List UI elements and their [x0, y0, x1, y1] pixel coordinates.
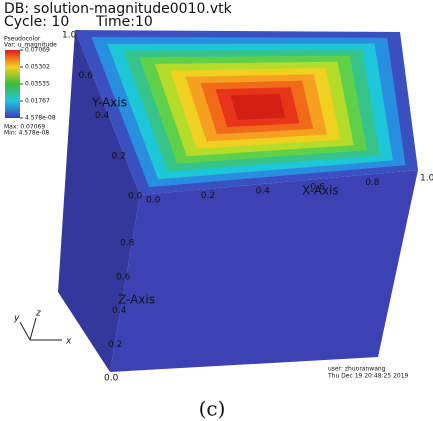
z-tick-label: 0.8	[120, 239, 135, 249]
z-tick-label: 0.6	[116, 272, 131, 282]
user-label: user: zhuoranwang	[328, 366, 386, 373]
top-face	[75, 30, 418, 195]
z-axis-title: Z-Axis	[118, 293, 155, 307]
legend-label: 0.07069	[25, 47, 50, 54]
x-axis-title: X-Axis	[302, 184, 339, 198]
x-tick-label: 0.6	[310, 182, 325, 192]
triad	[19, 317, 62, 341]
contour-band	[230, 93, 286, 120]
y-tick-label: 0.0	[128, 192, 143, 202]
x-tick-label: 0.0	[146, 196, 161, 206]
x-tick-label: 0.4	[256, 187, 271, 197]
left-face	[58, 30, 140, 372]
triad-y: y	[13, 314, 20, 324]
legend-title: Pseudocolor	[4, 36, 41, 43]
triad-z: z	[35, 309, 41, 319]
x-tick-label: 1.0	[420, 174, 433, 184]
time-label: Time:10	[95, 14, 153, 30]
cube	[58, 30, 418, 372]
triad-x: x	[65, 337, 72, 347]
y-axis-title: Y-Axis	[91, 96, 127, 110]
legend-label: 4.578e-08	[25, 115, 56, 122]
legend-label: 0.05302	[25, 64, 50, 71]
z-tick-label: 0.4	[112, 306, 127, 316]
z-tick-label: 0.2	[108, 340, 122, 350]
legend-min: Min: 4.578e-08	[4, 130, 49, 137]
y-tick-label: 1.0	[62, 31, 77, 41]
y-tick-label: 0.2	[112, 151, 126, 161]
legend-label: 0.03535	[25, 81, 50, 88]
caption: (c)	[199, 397, 226, 421]
y-tick-label: 0.6	[79, 71, 94, 81]
x-tick-label: 0.2	[201, 191, 215, 201]
date-label: Thu Dec 19 20:48:25 2019	[327, 373, 409, 380]
db-label: DB: solution-magnitude0010.vtk	[4, 1, 233, 17]
colorbar	[5, 50, 20, 118]
cycle-label: Cycle: 10	[4, 14, 69, 30]
z-tick-label: 0.0	[104, 374, 119, 384]
legend-max: Max: 0.07069	[4, 124, 45, 131]
legend-label: 0.01767	[25, 98, 50, 105]
x-tick-label: 0.8	[365, 178, 380, 188]
front-face	[110, 170, 418, 372]
y-tick-label: 0.4	[95, 111, 110, 121]
legend-variable: Var: u_magnitude	[4, 42, 57, 49]
